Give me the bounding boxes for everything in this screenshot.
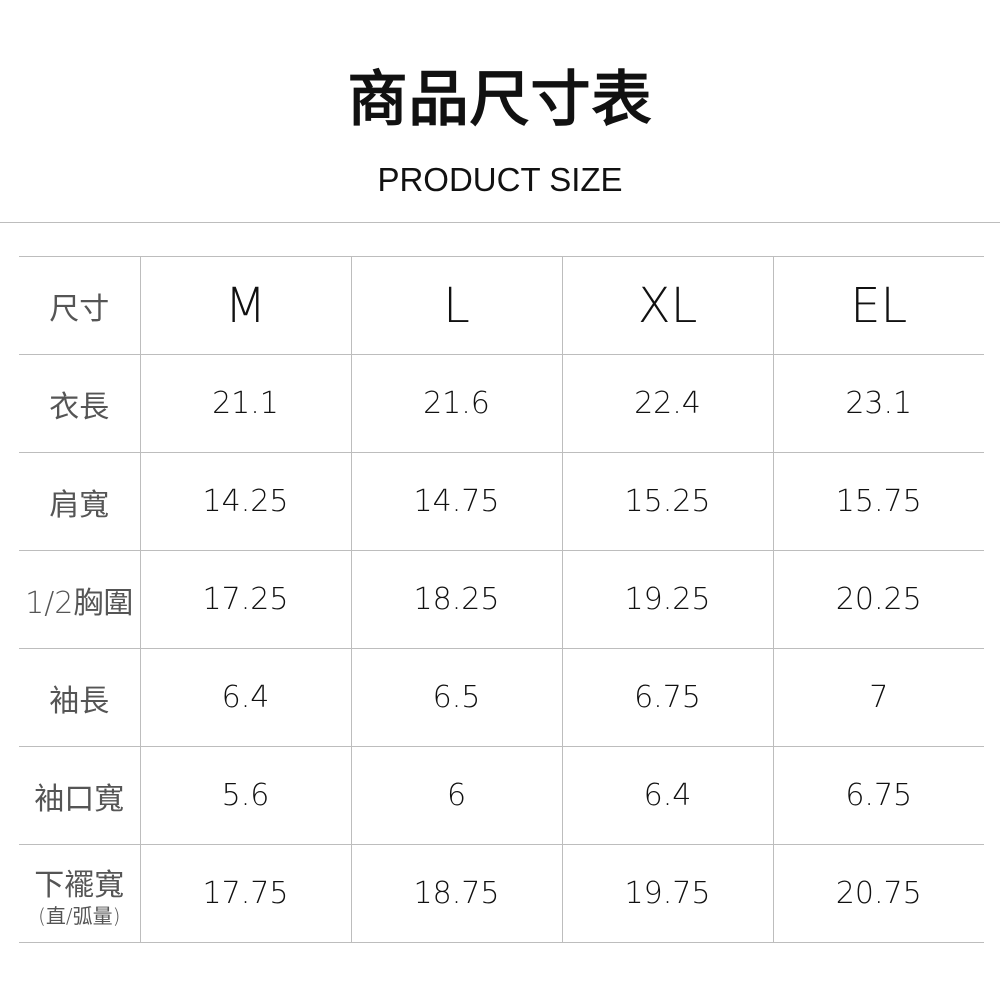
cell-value: 23.1 [772,354,984,453]
table-row: 袖口寬 5.6 6 6.4 6.75 [19,746,984,845]
row-label-text: 肩寬 [49,487,110,523]
cell-value: 18.75 [350,844,562,943]
cell-value: 19.75 [561,844,773,943]
cell-value: 18.25 [350,550,562,649]
row-label: 袖長 [19,648,140,747]
cell-value: 17.25 [139,550,351,649]
row-label: 下襬寬 (直/弧量) [19,844,140,943]
size-xl: XL [561,256,773,355]
size-l: L [350,256,562,355]
size-el: EL [772,256,984,355]
cell-value: 6.75 [561,648,773,747]
cell-value: 21.1 [139,354,351,453]
cell-value: 22.4 [561,354,773,453]
cell-value: 20.25 [772,550,984,649]
cell-value: 5.6 [139,746,351,845]
cell-value: 21.6 [350,354,562,453]
size-table: 尺寸 M L XL EL 衣長 21.1 21.6 22.4 23.1 肩寬 14.25 14… [19,256,984,943]
size-m: M [139,256,351,355]
cell-value: 6.75 [772,746,984,845]
row-label-text: 袖口寬 [34,781,125,817]
row-label: 袖口寬 [19,746,140,845]
page-subtitle: PRODUCT SIZE [377,161,623,198]
cell-value: 14.75 [350,452,562,551]
table-row: 下襬寬 (直/弧量) 17.75 18.75 19.75 20.75 [19,844,984,943]
cell-value: 15.75 [772,452,984,551]
cell-value: 20.75 [772,844,984,943]
cell-value: 19.25 [561,550,773,649]
table-header-row: 尺寸 M L XL EL [19,256,984,355]
row-sublabel: (直/弧量) [38,903,121,928]
page-title: 商品尺寸表 [347,65,653,135]
cell-value: 6.4 [139,648,351,747]
row-label: 1/2胸圍 [19,550,140,649]
cell-value: 6.4 [561,746,773,845]
corner-label: 尺寸 [19,256,140,355]
table-row: 衣長 21.1 21.6 22.4 23.1 [19,354,984,453]
cell-value: 15.25 [561,452,773,551]
row-label-text: 袖長 [49,683,110,719]
cell-value: 17.75 [139,844,351,943]
header-divider [0,222,1000,223]
cell-value: 7 [772,648,984,747]
row-label-text: 衣長 [49,389,110,425]
cell-value: 14.25 [139,452,351,551]
row-label: 肩寬 [19,452,140,551]
table-row: 肩寬 14.25 14.75 15.25 15.75 [19,452,984,551]
table-row: 袖長 6.4 6.5 6.75 7 [19,648,984,747]
cell-value: 6 [350,746,562,845]
table-row: 1/2胸圍 17.25 18.25 19.25 20.25 [19,550,984,649]
row-label-text: 下襬寬 [34,867,125,903]
row-label-text: 1/2胸圍 [25,585,134,621]
row-label: 衣長 [19,354,140,453]
cell-value: 6.5 [350,648,562,747]
